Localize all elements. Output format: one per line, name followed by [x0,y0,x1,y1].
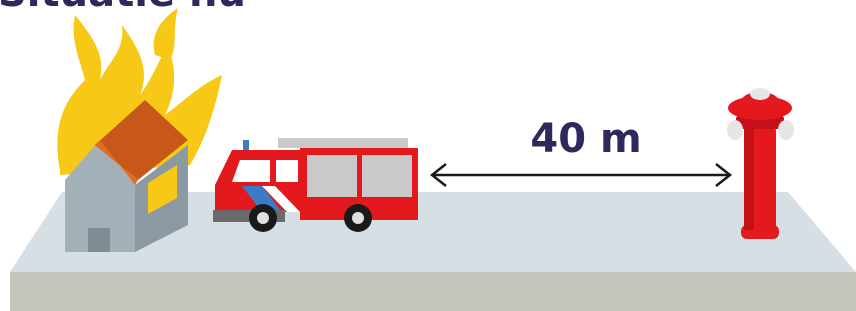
title: Situatie nu [0,0,246,16]
scene: Situatie nu 40 m [0,0,856,311]
distance-arrow [432,164,730,186]
ground-front [10,272,856,311]
page: {"title": "Situatie nu", "distance_label… [0,0,856,311]
fire-truck [213,138,418,232]
distance-label: 40 m [530,116,641,162]
